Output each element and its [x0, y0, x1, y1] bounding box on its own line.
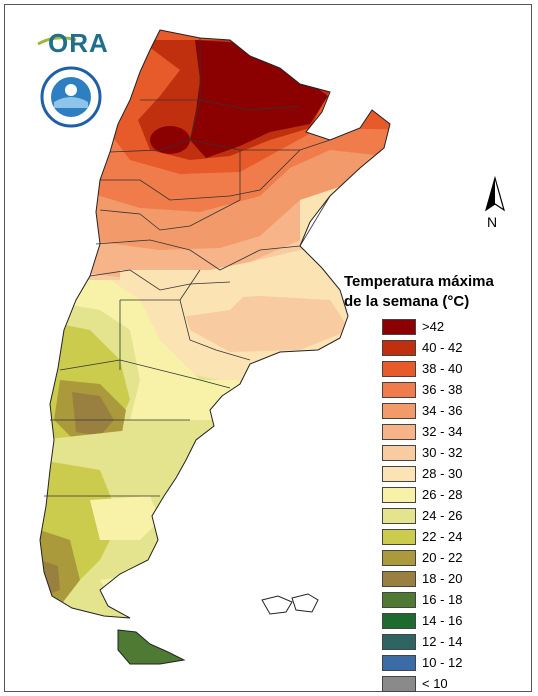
legend-item: 22 - 24 [382, 526, 462, 547]
legend-label: 22 - 24 [422, 529, 463, 544]
legend-label: < 10 [422, 676, 448, 691]
legend-item: 20 - 22 [382, 547, 462, 568]
legend-label: 18 - 20 [422, 571, 463, 586]
legend-swatch [382, 612, 416, 629]
tierra-del-fuego [117, 629, 186, 665]
legend-label: >42 [422, 319, 445, 334]
legend-item: 16 - 18 [382, 589, 462, 610]
legend-label: 34 - 36 [422, 403, 463, 418]
legend-swatch [382, 381, 416, 398]
legend-swatch [382, 486, 416, 503]
legend-label: 10 - 12 [422, 655, 463, 670]
legend-label: 36 - 38 [422, 382, 463, 397]
legend-swatch [382, 591, 416, 608]
province-borders [44, 38, 331, 497]
legend-item: >42 [382, 316, 462, 337]
north-label: N [487, 214, 498, 230]
legend-label: 30 - 32 [422, 445, 463, 460]
legend-swatch [382, 549, 416, 566]
legend-swatch [382, 339, 416, 356]
legend-item: 34 - 36 [382, 400, 462, 421]
legend-swatch [382, 360, 416, 377]
legend-item: 36 - 38 [382, 379, 462, 400]
legend-swatch [382, 633, 416, 650]
legend-item: 10 - 12 [382, 652, 462, 673]
legend-label: 14 - 16 [422, 613, 463, 628]
malvinas-islands [261, 593, 319, 615]
legend-label: 24 - 26 [422, 508, 463, 523]
legend: >42 40 - 42 38 - 40 36 - 38 34 - 36 32 - 34 30… [382, 316, 462, 694]
legend-swatch [382, 507, 416, 524]
legend-title: Temperatura máxima de la semana (°C) [344, 272, 524, 312]
legend-swatch [382, 675, 416, 692]
legend-item: 30 - 32 [382, 442, 462, 463]
country-outline [39, 29, 391, 619]
legend-item: 18 - 20 [382, 568, 462, 589]
legend-label: 32 - 34 [422, 424, 463, 439]
legend-label: 26 - 28 [422, 487, 463, 502]
legend-item: 24 - 26 [382, 505, 462, 526]
legend-swatch [382, 318, 416, 335]
ora-logo-text: ORA [48, 28, 109, 58]
smn-seal [40, 66, 102, 128]
ora-logo [37, 36, 77, 46]
legend-item: 38 - 40 [382, 358, 462, 379]
legend-title-line1: Temperatura máxima [344, 273, 494, 290]
legend-swatch [382, 402, 416, 419]
legend-swatch [382, 444, 416, 461]
map-frame [4, 4, 532, 692]
legend-item: 12 - 14 [382, 631, 462, 652]
legend-item: 32 - 34 [382, 421, 462, 442]
legend-label: 28 - 30 [422, 466, 463, 481]
legend-swatch [382, 423, 416, 440]
legend-label: 16 - 18 [422, 592, 463, 607]
legend-label: 40 - 42 [422, 340, 463, 355]
legend-label: 38 - 40 [422, 361, 463, 376]
legend-item: < 10 [382, 673, 462, 694]
legend-swatch [382, 465, 416, 482]
legend-label: 12 - 14 [422, 634, 463, 649]
legend-item: 28 - 30 [382, 463, 462, 484]
legend-item: 14 - 16 [382, 610, 462, 631]
legend-item: 40 - 42 [382, 337, 462, 358]
legend-swatch [382, 654, 416, 671]
legend-item: 26 - 28 [382, 484, 462, 505]
legend-swatch [382, 570, 416, 587]
north-arrow-icon [484, 176, 506, 212]
legend-title-line2: de la semana (°C) [344, 293, 470, 310]
legend-label: 20 - 22 [422, 550, 463, 565]
legend-swatch [382, 528, 416, 545]
